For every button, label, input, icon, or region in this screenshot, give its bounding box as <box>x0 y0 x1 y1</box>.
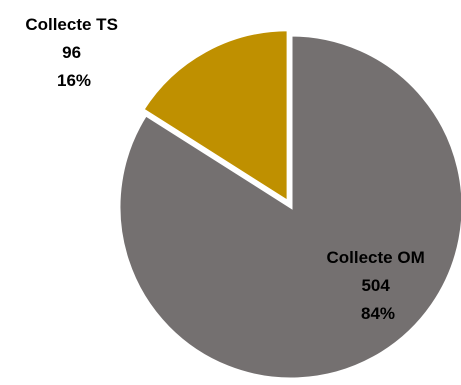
slice-label-collecte-om-value: 504 <box>361 276 390 295</box>
slice-label-collecte-ts-value: 96 <box>62 43 81 62</box>
slice-label-collecte-ts-percent: 16% <box>57 71 91 90</box>
pie-slices <box>117 28 461 381</box>
slice-label-collecte-om: Collecte OM 504 84% <box>327 248 430 323</box>
pie-slice-collecte-om <box>117 33 461 381</box>
slice-label-collecte-ts-name: Collecte TS <box>25 15 118 34</box>
slice-label-collecte-om-percent: 84% <box>361 304 395 323</box>
pie-data-labels: Collecte TS 96 16% Collecte OM 504 84% <box>25 15 430 323</box>
pie-slice-collecte-ts <box>140 28 290 205</box>
slice-label-collecte-om-name: Collecte OM <box>327 248 425 267</box>
slice-label-collecte-ts: Collecte TS 96 16% <box>25 15 122 90</box>
